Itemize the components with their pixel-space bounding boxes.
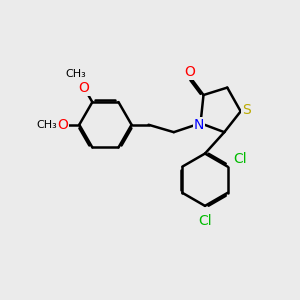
Text: N: N: [194, 118, 204, 132]
Text: S: S: [242, 103, 250, 117]
Text: CH₃: CH₃: [66, 69, 86, 79]
Text: Cl: Cl: [198, 214, 212, 228]
Text: O: O: [58, 118, 68, 132]
Text: O: O: [184, 65, 195, 79]
Text: CH₃: CH₃: [36, 120, 57, 130]
Text: O: O: [79, 81, 90, 95]
Text: Cl: Cl: [234, 152, 247, 166]
